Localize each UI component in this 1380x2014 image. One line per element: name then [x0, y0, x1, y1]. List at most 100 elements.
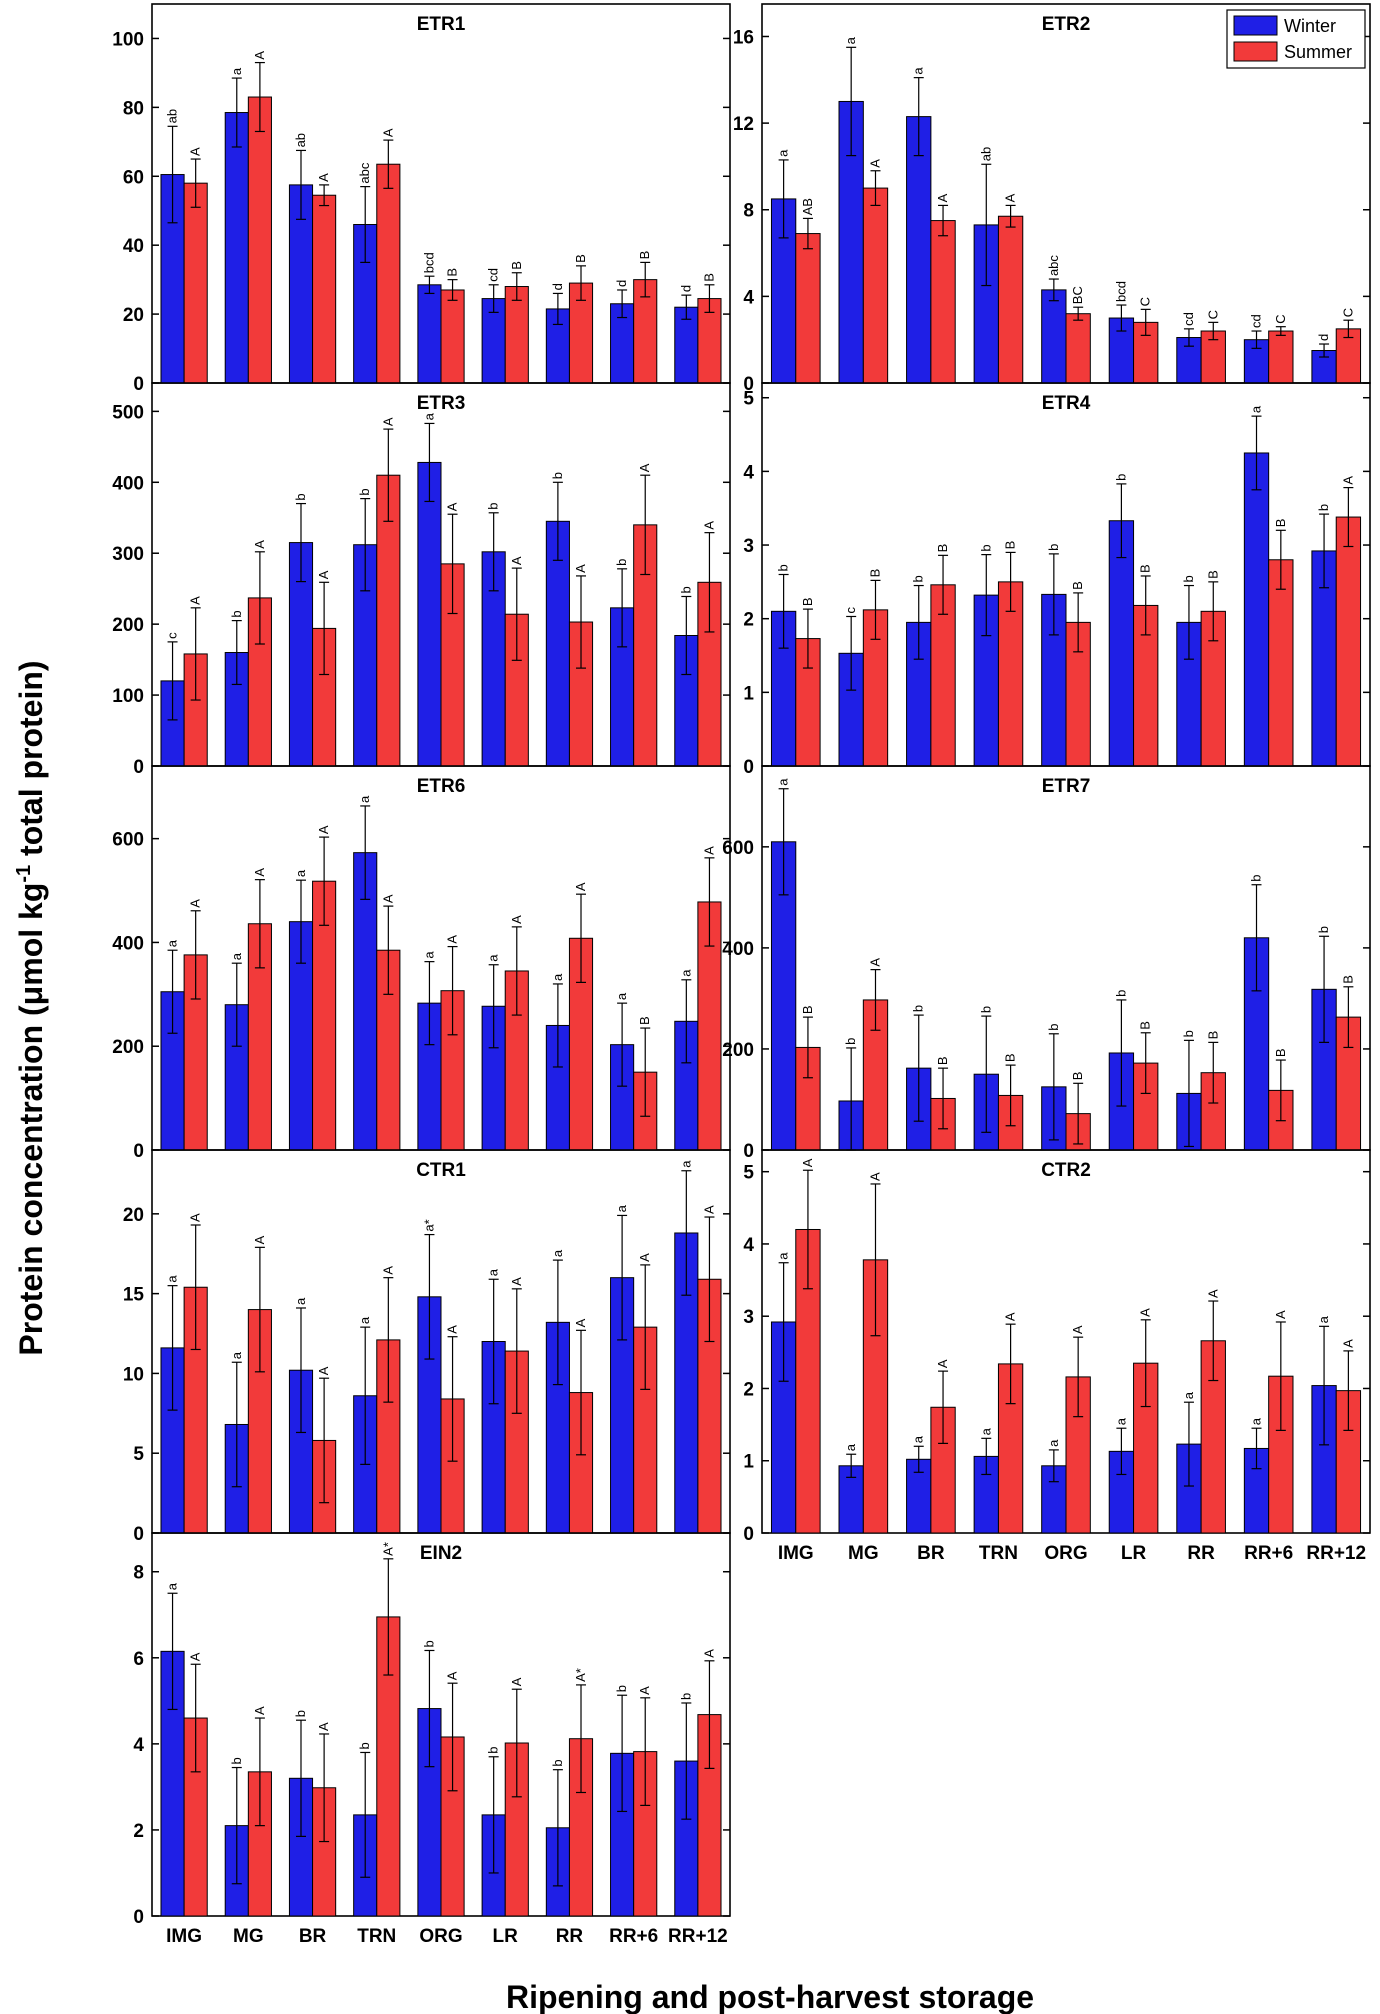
x-tick-label: RR: [556, 1926, 584, 1947]
significance-letter: A: [509, 1677, 524, 1686]
significance-letter: b: [1181, 575, 1196, 582]
significance-letter: A: [316, 1366, 331, 1375]
bar-summer: [183, 182, 208, 384]
bar-summer: [1268, 559, 1294, 767]
significance-letter: b: [293, 1710, 308, 1717]
significance-letter: B: [1273, 1048, 1288, 1057]
significance-letter: ab: [978, 147, 993, 161]
y-tick-label: 20: [123, 1205, 144, 1226]
significance-letter: A: [380, 894, 395, 903]
significance-letter: a: [776, 778, 791, 786]
significance-letter: a: [229, 1351, 244, 1359]
significance-letter: A: [316, 570, 331, 579]
significance-letter: b: [421, 1640, 436, 1647]
y-tick-label: 40: [123, 236, 144, 257]
panel-etr3: 0 100 200 300 400 500 ETR3 c Ab Ab Ab Aa A b Ab Ab Ab A: [112, 382, 731, 778]
significance-letter: a: [421, 951, 436, 959]
bar-winter: [1041, 289, 1067, 384]
significance-letter: A: [188, 899, 203, 908]
significance-letter: a: [293, 1297, 308, 1305]
bar-summer: [376, 163, 401, 384]
panel-etr6: 0 200 400 600 ETR6 a Aa A a Aa Aa Aa Aa Aa Ba A: [112, 765, 731, 1162]
significance-letter: A: [316, 1722, 331, 1731]
bar-winter: [1243, 452, 1270, 767]
significance-letter: b: [486, 1747, 501, 1754]
significance-letter: bcd: [1113, 281, 1128, 302]
significance-letter: A: [637, 463, 652, 472]
significance-letter: a: [776, 149, 791, 157]
y-tick-label: 2: [743, 610, 754, 631]
significance-letter: B: [935, 544, 950, 553]
significance-letter: d: [614, 280, 629, 287]
significance-letter: B: [1273, 519, 1288, 528]
significance-letter: A: [509, 1277, 524, 1286]
significance-letter: A: [1340, 1339, 1355, 1348]
y-tick-label: 20: [123, 305, 144, 326]
significance-letter: a: [911, 1435, 926, 1443]
significance-letter: a: [165, 1582, 180, 1590]
significance-letter: bcd: [421, 252, 436, 273]
significance-letter: B: [1205, 570, 1220, 579]
significance-letter: a: [357, 795, 372, 803]
significance-letter: b: [229, 610, 244, 617]
bar-summer: [504, 286, 529, 384]
significance-letter: B: [1003, 1053, 1018, 1062]
significance-letter: b: [486, 503, 501, 510]
significance-letter: b: [776, 564, 791, 571]
panel-title: ETR1: [417, 14, 466, 35]
y-tick-label: 4: [743, 1235, 754, 1256]
significance-letter: b: [550, 1759, 565, 1766]
significance-letter: A: [316, 825, 331, 834]
significance-letter: a: [550, 973, 565, 981]
significance-letter: A*: [380, 1542, 395, 1556]
significance-letter: b: [1316, 504, 1331, 511]
significance-letter: A: [252, 1706, 267, 1715]
panel-etr7: 0 200 400 600 ETR7 a Bb Ab Bb Bb Bb Bb Bb Bb B: [722, 765, 1371, 1162]
significance-letter: A: [637, 1686, 652, 1695]
significance-letter: BC: [1070, 286, 1085, 304]
significance-letter: A*: [573, 1668, 588, 1682]
y-tick-label: 1: [743, 683, 754, 704]
significance-letter: b: [357, 1742, 372, 1749]
x-tick-label: IMG: [778, 1543, 814, 1564]
significance-letter: b: [1181, 1030, 1196, 1037]
significance-letter: a: [229, 67, 244, 75]
significance-letter: b: [614, 559, 629, 566]
significance-letter: B: [1070, 581, 1085, 590]
bar-summer: [795, 233, 821, 384]
significance-letter: A: [935, 1359, 950, 1368]
significance-letter: A: [1340, 476, 1355, 485]
significance-letter: A: [252, 868, 267, 877]
significance-letter: cd: [1181, 312, 1196, 326]
y-tick-label: 10: [123, 1364, 144, 1385]
significance-letter: a: [843, 1443, 858, 1451]
significance-letter: ab: [293, 133, 308, 147]
significance-letter: A: [509, 556, 524, 565]
significance-letter: b: [1316, 926, 1331, 933]
x-tick-label: RR+6: [609, 1926, 658, 1947]
x-tick-label: MG: [233, 1926, 264, 1947]
x-tick-label: IMG: [166, 1926, 202, 1947]
y-tick-label: 5: [743, 1163, 754, 1184]
significance-letter: A: [445, 502, 460, 511]
legend-summer-label: Summer: [1284, 42, 1352, 62]
y-tick-label: 5: [133, 1444, 144, 1465]
significance-letter: a: [1249, 1417, 1264, 1425]
significance-letter: A: [445, 935, 460, 944]
significance-letter: B: [637, 251, 652, 260]
significance-letter: a: [293, 869, 308, 877]
y-tick-label: 0: [743, 757, 754, 778]
significance-letter: A: [188, 1213, 203, 1222]
bar-winter: [417, 284, 442, 384]
panel-title: ETR7: [1042, 776, 1091, 797]
y-tick-label: 100: [112, 686, 144, 707]
x-tick-label: RR: [1187, 1543, 1215, 1564]
legend-winter-swatch: [1233, 15, 1278, 36]
significance-letter: d: [1316, 334, 1331, 341]
x-tick-label: BR: [299, 1926, 327, 1947]
significance-letter: a: [978, 1427, 993, 1435]
x-tick-label: RR+6: [1244, 1543, 1293, 1564]
